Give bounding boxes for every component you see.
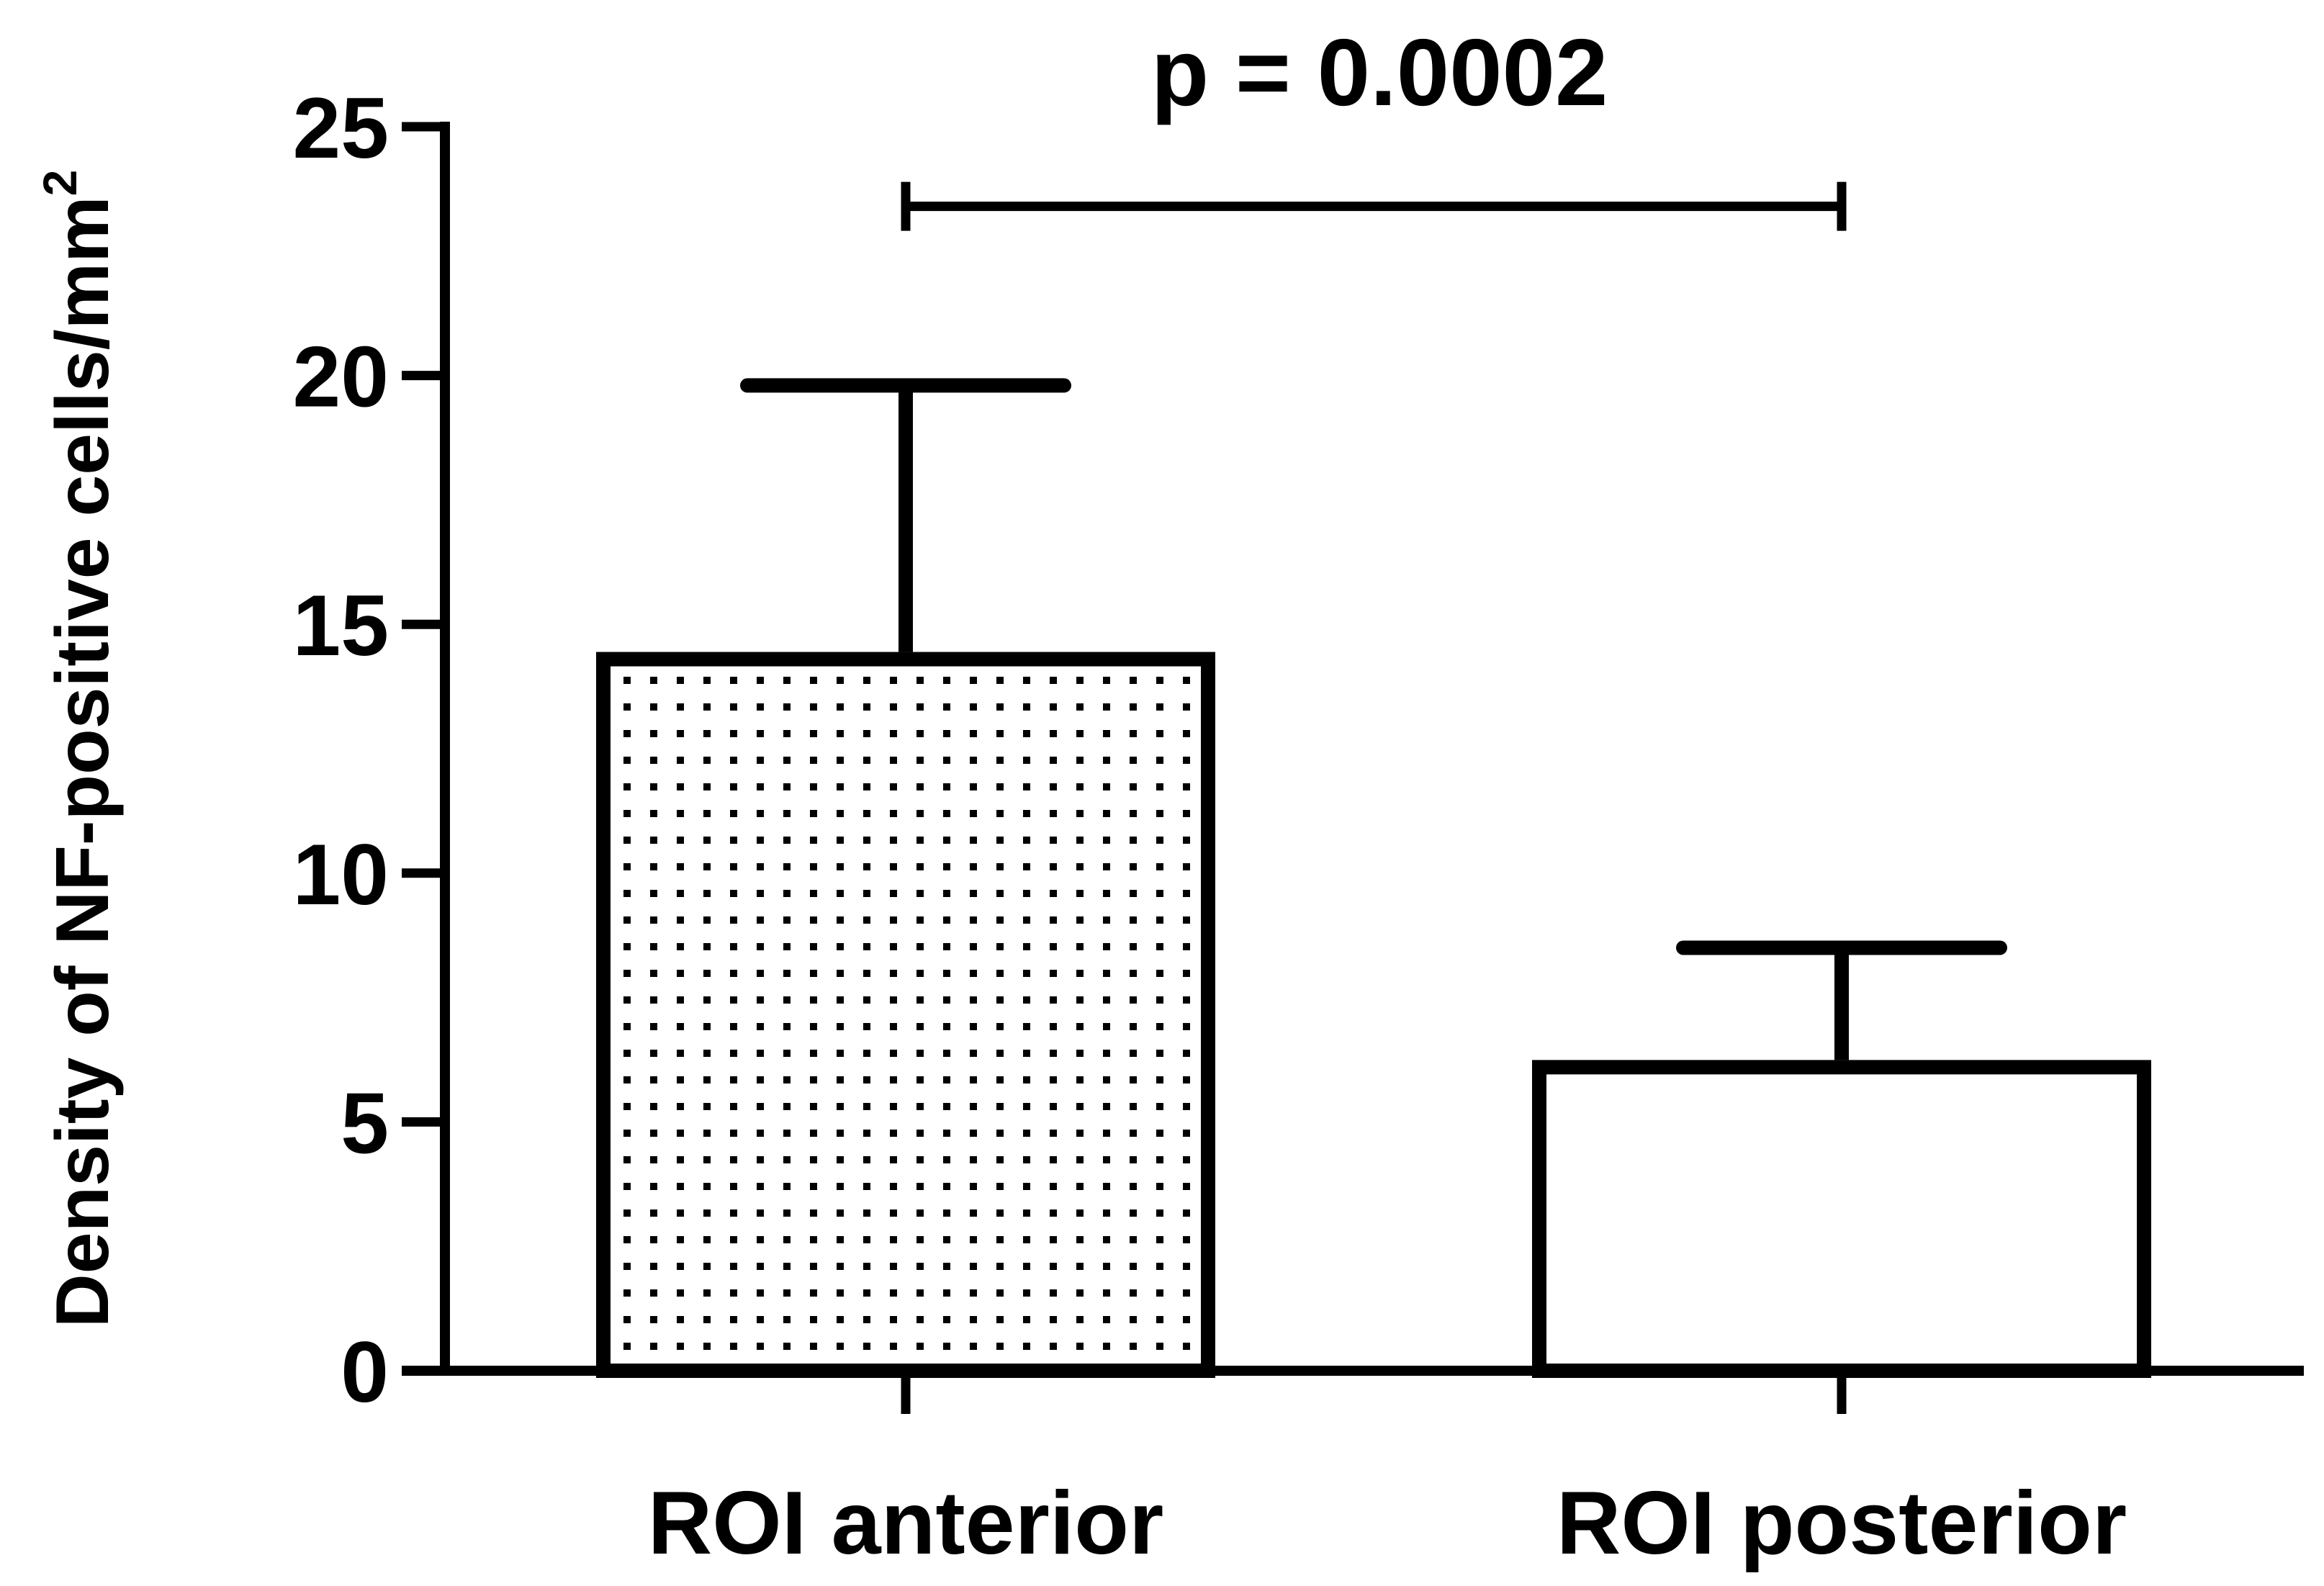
y-axis-title: Density of NF-positive cells/mm2 — [33, 170, 125, 1328]
error-bars — [740, 378, 2007, 1060]
x-axis-ticks: ROI anterior ROI posterior — [648, 1371, 2127, 1573]
y-axis-title-superscript: 2 — [33, 170, 86, 197]
x-category-label: ROI anterior — [648, 1474, 1164, 1573]
bar-roi-posterior — [1532, 1060, 2151, 1379]
y-tick-label: 0 — [341, 1324, 389, 1420]
y-tick-label: 5 — [341, 1075, 389, 1171]
y-tick-label: 10 — [293, 826, 389, 923]
x-category-label: ROI posterior — [1557, 1474, 2127, 1573]
y-tick-label: 25 — [293, 80, 389, 176]
y-axis-ticks: 0 5 10 15 20 25 — [293, 80, 445, 1420]
y-tick-label: 15 — [293, 577, 389, 674]
bar-roi-anterior — [596, 652, 1215, 1378]
y-axis-title-main: Density of NF-positive cells/mm — [41, 196, 125, 1328]
p-value-label: p = 0.0002 — [1151, 19, 1608, 125]
significance-annotation: p = 0.0002 — [901, 19, 1847, 231]
y-tick-label: 20 — [293, 329, 389, 425]
bars — [596, 652, 2151, 1379]
